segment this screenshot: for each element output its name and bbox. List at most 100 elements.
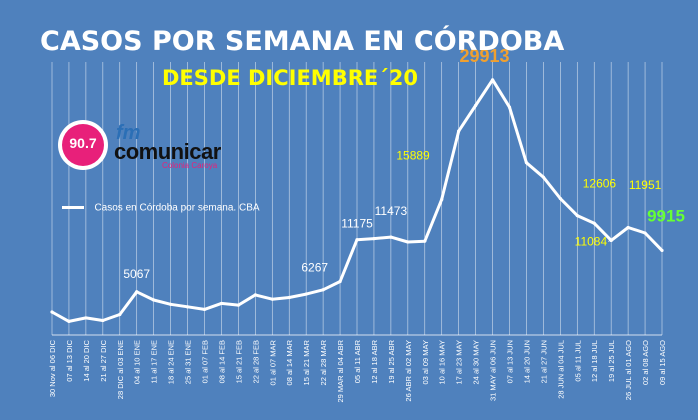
logo-fm: fm (116, 122, 141, 144)
data-point (84, 316, 88, 320)
x-tick-label: 19 al 25 JUL (607, 340, 616, 382)
data-point (575, 213, 579, 218)
x-tick-label: 28 DIC al 03 ENE (116, 340, 125, 399)
data-point (457, 129, 461, 133)
data-point (135, 290, 139, 294)
x-tick-label: 12 al 18 JUL (590, 340, 599, 382)
data-point (626, 225, 630, 230)
x-tick-label: 19 al 25 ABR (387, 339, 396, 383)
data-point (541, 175, 545, 179)
x-tick-label: 17 al 23 MAY (455, 340, 464, 384)
x-tick-label: 04 al 10 ENE (133, 340, 142, 384)
data-point (185, 305, 190, 309)
legend-line-swatch (62, 206, 84, 210)
x-tick-label: 26 ABR al 02 MAY (404, 340, 413, 402)
x-tick-label: 05 al 11 JUL (573, 340, 582, 382)
data-point (423, 239, 427, 243)
leader-line (607, 239, 613, 242)
grid-lines (51, 62, 663, 335)
data-point (270, 297, 274, 301)
data-point (643, 231, 647, 235)
data-point (660, 248, 664, 253)
data-point (287, 295, 291, 300)
logo-circle-icon: 90.7 (58, 120, 108, 170)
x-tick-label: 26 JUL al 01 AGO (624, 340, 633, 400)
series-points (50, 78, 664, 323)
data-point (440, 197, 444, 202)
data-point (389, 235, 393, 239)
x-tick-label: 08 al 14 FEB (217, 340, 226, 383)
x-tick-label: 11 al 17 ENE (150, 340, 159, 384)
data-point (321, 288, 325, 292)
x-tick-label: 24 al 30 MAY (472, 340, 481, 384)
x-tick-label: 18 al 24 ENE (167, 340, 176, 384)
data-label: 29913 (460, 46, 510, 66)
x-tick-label: 14 al 20 JUN (522, 340, 531, 383)
radio-logo: 90.7 fm comunicar Colonia Caroya (58, 120, 228, 172)
data-point (507, 105, 512, 109)
data-point (558, 196, 562, 201)
data-point (592, 221, 596, 225)
chart-legend: Casos en Córdoba por semana. CBA (62, 199, 260, 215)
x-tick-label: 10 al 16 MAY (438, 340, 447, 384)
x-tick-label: 29 MAR al 04 ABR (336, 339, 345, 402)
data-label: 12606 (583, 176, 617, 190)
data-label: 11951 (629, 178, 662, 192)
data-point (67, 319, 71, 323)
chart-subtitle: DESDE DICIEMBRE´20 (162, 66, 418, 90)
data-point (50, 310, 54, 314)
x-tick-label: 01 al 07 MAR (268, 339, 277, 385)
x-tick-label: 07 al 13 DIC (65, 339, 74, 381)
chart-title: CASOS POR SEMANA EN CÓRDOBA (40, 26, 565, 57)
data-label: 5067 (123, 267, 150, 281)
x-tick-label: 22 al 28 MAR (319, 339, 328, 385)
data-point (490, 78, 495, 82)
x-tick-label: 15 al 21 FEB (234, 340, 243, 383)
x-tick-label: 25 al 31 ENE (184, 340, 193, 384)
x-tick-label: 07 al 13 JUN (506, 340, 515, 383)
logo-frequency: 90.7 (69, 135, 97, 151)
x-tick-label: 01 al 07 FEB (201, 340, 210, 383)
x-tick-label: 09 al 15 AGO (658, 340, 667, 385)
data-point (524, 161, 529, 165)
x-tick-label: 12 al 18 ABR (370, 339, 379, 383)
legend-label: Casos en Córdoba por semana. CBA (94, 202, 260, 214)
data-label: 6267 (301, 261, 328, 275)
x-tick-label: 03 al 09 MAY (421, 340, 430, 384)
x-tick-label: 02 al 08 AGO (641, 340, 650, 385)
x-tick-label: 30 Nov al 06 DIC (48, 339, 57, 397)
x-tick-labels: 30 Nov al 06 DIC 07 al 13 DIC 14 al 20 DIC… (48, 339, 667, 402)
x-tick-label: 05 al 11 ABR (353, 339, 362, 383)
data-point (152, 298, 156, 302)
data-point (474, 103, 478, 108)
logo-tagline: Colonia Caroya (162, 161, 218, 170)
x-tick-label: 21 al 27 JUN (539, 340, 548, 383)
data-label: 11175 (341, 217, 373, 231)
logo-brand: comunicar (114, 139, 221, 164)
data-point (338, 279, 342, 284)
data-point (304, 292, 308, 296)
x-tick-label: 31 MAY al 06 JUN (489, 340, 498, 401)
data-point (169, 302, 173, 306)
x-tick-label: 21 al 27 DIC (99, 339, 108, 381)
data-label: 11473 (375, 204, 408, 218)
data-point (355, 238, 359, 242)
data-label: 15889 (396, 148, 430, 162)
data-point (202, 307, 207, 312)
data-label: 11084 (575, 234, 608, 248)
x-tick-label: 28 JUN al 04 JUL (556, 340, 565, 399)
data-point (236, 303, 240, 307)
data-label: 9915 (647, 206, 685, 225)
data-point (219, 301, 224, 306)
data-point (118, 312, 122, 317)
x-tick-label: 15 al 21 MAR (302, 339, 311, 385)
data-point (101, 318, 105, 323)
data-point (372, 236, 376, 241)
data-point (406, 240, 410, 244)
x-tick-label: 14 al 20 DIC (82, 339, 91, 381)
x-tick-label: 08 al 14 MAR (285, 339, 294, 385)
x-tick-label: 22 al 28 FEB (251, 340, 260, 383)
